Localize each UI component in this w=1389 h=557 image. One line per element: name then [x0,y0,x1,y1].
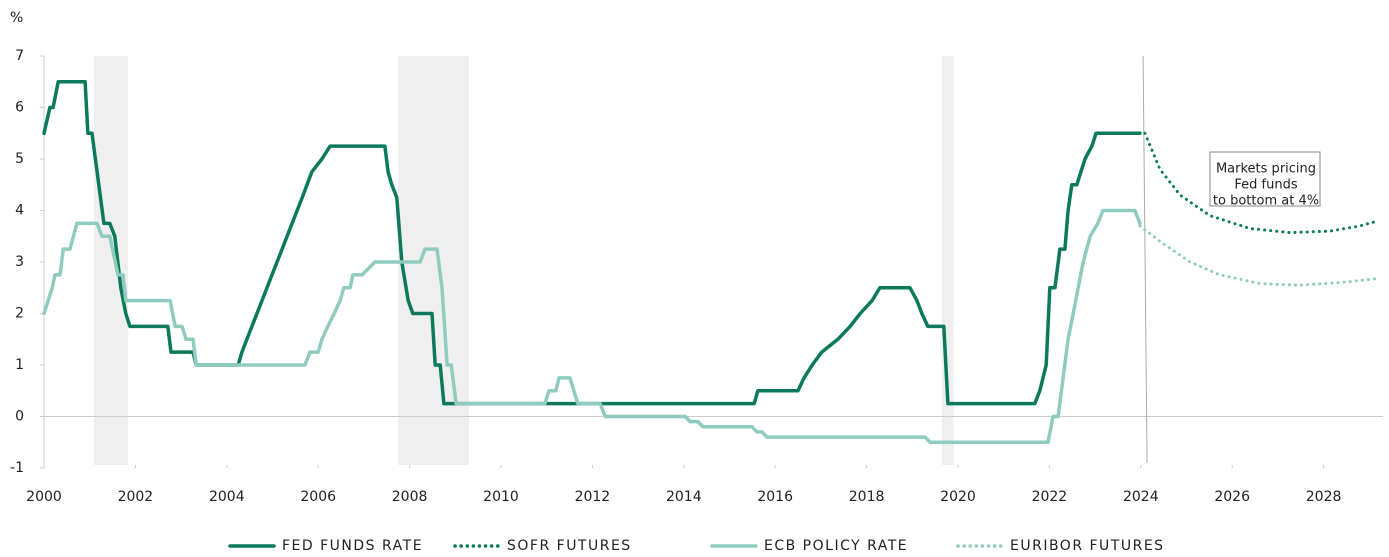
series-line [1143,131,1380,235]
y-tick-label: 1 [15,357,24,373]
x-tick-label: 2010 [483,489,519,505]
y-tick-label: 7 [15,48,24,64]
y-tick-label: 4 [15,203,24,219]
x-tick-label: 2020 [940,489,976,505]
y-tick-label: 3 [15,254,24,270]
recession-shade [93,56,129,465]
x-tick-label: 2008 [392,489,428,505]
y-tick-label: 6 [15,100,24,116]
x-tick-label: 2014 [666,489,702,505]
annotation-text: Fed funds [1234,178,1297,193]
legend-label: FED FUNDS RATE [282,538,423,554]
x-tick-label: 2024 [1123,489,1159,505]
series-line [42,80,1142,406]
legend-label: EURIBOR FUTURES [1010,538,1165,554]
reference-line [1142,55,1148,464]
series-line [42,208,1142,445]
x-tick-label: 2004 [209,489,245,505]
x-tick-label: 2002 [118,489,154,505]
x-tick-label: 2012 [575,489,611,505]
y-tick-label: 5 [15,151,24,167]
legend-label: SOFR FUTURES [507,538,632,554]
x-tick-label: 2026 [1214,489,1250,505]
y-tick-label: -1 [10,460,24,476]
x-tick-label: 2006 [300,489,336,505]
y-tick-label: 0 [15,409,24,425]
annotation-text: to bottom at 4% [1213,194,1319,209]
x-tick-label: 2016 [757,489,793,505]
y-axis-label: % [10,10,23,26]
series-line [1138,224,1380,287]
x-tick-label: 2028 [1306,489,1342,505]
annotation-text: Markets pricing [1216,162,1316,177]
legend-label: ECB POLICY RATE [764,538,908,554]
x-tick-label: 2000 [26,489,62,505]
annotation-box [1209,151,1321,207]
y-tick-label: 2 [15,306,24,322]
x-tick-label: 2018 [849,489,885,505]
x-tick-label: 2022 [1032,489,1068,505]
recession-shade [941,56,954,465]
